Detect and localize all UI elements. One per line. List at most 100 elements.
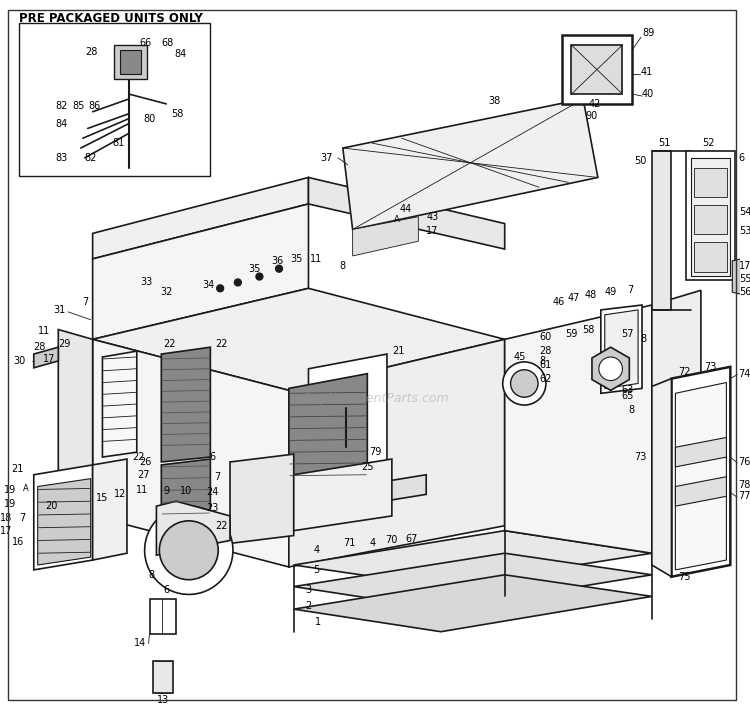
Text: 62: 62 (539, 374, 552, 384)
Polygon shape (93, 340, 289, 567)
Polygon shape (694, 167, 728, 197)
Polygon shape (149, 600, 176, 634)
Text: 12: 12 (114, 489, 126, 499)
Text: 38: 38 (489, 96, 501, 106)
Text: 6: 6 (209, 452, 215, 462)
Circle shape (145, 506, 233, 595)
Polygon shape (694, 205, 728, 234)
Text: 83: 83 (56, 153, 68, 163)
Text: 3: 3 (305, 585, 311, 595)
Text: 26: 26 (140, 457, 152, 467)
Polygon shape (308, 177, 505, 249)
Polygon shape (114, 45, 146, 79)
Text: 16: 16 (12, 538, 24, 548)
Text: 31: 31 (53, 305, 65, 315)
Text: 84: 84 (174, 49, 186, 59)
Text: 76: 76 (738, 457, 750, 467)
Polygon shape (157, 501, 230, 555)
Polygon shape (58, 330, 93, 516)
Text: 8: 8 (340, 261, 346, 271)
Circle shape (275, 266, 283, 272)
Text: 6: 6 (738, 153, 744, 163)
Text: 55: 55 (740, 273, 750, 283)
Polygon shape (93, 204, 308, 340)
Text: 22: 22 (132, 452, 145, 462)
Text: 8: 8 (148, 570, 154, 580)
Text: 40: 40 (642, 89, 654, 99)
Text: 10: 10 (180, 486, 192, 496)
Polygon shape (120, 50, 141, 75)
Text: 1: 1 (315, 617, 321, 627)
Polygon shape (352, 216, 419, 256)
Polygon shape (38, 478, 91, 565)
Polygon shape (343, 99, 598, 229)
Text: 17: 17 (43, 354, 56, 364)
Text: 73: 73 (634, 452, 647, 462)
Polygon shape (294, 475, 426, 516)
Polygon shape (154, 661, 173, 693)
Text: 65: 65 (622, 392, 634, 402)
Text: 4: 4 (369, 538, 375, 548)
Polygon shape (93, 459, 127, 560)
Text: 72: 72 (678, 367, 691, 377)
Text: 22: 22 (215, 339, 228, 350)
Polygon shape (676, 477, 727, 506)
Text: A: A (23, 484, 28, 493)
Polygon shape (161, 347, 210, 462)
Bar (19, 23, 210, 175)
Text: 78: 78 (738, 480, 750, 490)
Text: 79: 79 (369, 447, 381, 457)
Polygon shape (691, 158, 730, 276)
Circle shape (503, 362, 546, 405)
Text: 42: 42 (588, 99, 601, 109)
Polygon shape (686, 151, 735, 281)
Polygon shape (652, 290, 701, 553)
Text: 28: 28 (85, 47, 98, 57)
Polygon shape (294, 459, 392, 530)
Text: 63: 63 (621, 385, 634, 395)
Text: 80: 80 (144, 114, 156, 124)
Text: 85: 85 (72, 101, 85, 111)
Text: 84: 84 (56, 118, 68, 128)
Text: 81: 81 (112, 138, 125, 148)
Text: 32: 32 (160, 287, 172, 297)
Text: 67: 67 (405, 533, 418, 543)
Text: 82: 82 (85, 153, 98, 163)
Text: 34: 34 (202, 281, 214, 290)
Text: 8: 8 (539, 356, 545, 366)
Text: 82: 82 (56, 101, 68, 111)
Text: 20: 20 (46, 501, 58, 511)
Polygon shape (34, 347, 58, 368)
Polygon shape (93, 288, 505, 390)
Polygon shape (93, 177, 308, 259)
Polygon shape (572, 45, 622, 94)
Text: 52: 52 (703, 138, 715, 148)
Text: 6: 6 (164, 585, 170, 595)
Polygon shape (289, 340, 505, 567)
Circle shape (217, 285, 223, 292)
Polygon shape (676, 382, 727, 570)
Polygon shape (294, 530, 652, 587)
Text: 17: 17 (426, 226, 439, 236)
Text: 86: 86 (88, 101, 101, 111)
Text: 36: 36 (271, 256, 284, 266)
Polygon shape (103, 351, 136, 457)
Text: 8: 8 (640, 335, 646, 345)
Text: PRE PACKAGED UNITS ONLY: PRE PACKAGED UNITS ONLY (19, 12, 203, 25)
Text: 29: 29 (58, 339, 70, 350)
Text: 71: 71 (344, 538, 355, 548)
Text: 61: 61 (539, 360, 552, 370)
Text: 54: 54 (740, 206, 750, 216)
Text: 60: 60 (539, 333, 552, 342)
Polygon shape (308, 354, 387, 501)
Polygon shape (161, 459, 210, 530)
Text: 19: 19 (4, 486, 16, 496)
Polygon shape (652, 379, 671, 577)
Circle shape (235, 279, 242, 286)
Polygon shape (230, 454, 294, 543)
Text: 30: 30 (13, 356, 26, 366)
Text: 11: 11 (38, 327, 50, 337)
Text: 75: 75 (678, 572, 691, 582)
Text: 77: 77 (738, 491, 750, 501)
Text: 11: 11 (310, 254, 322, 264)
